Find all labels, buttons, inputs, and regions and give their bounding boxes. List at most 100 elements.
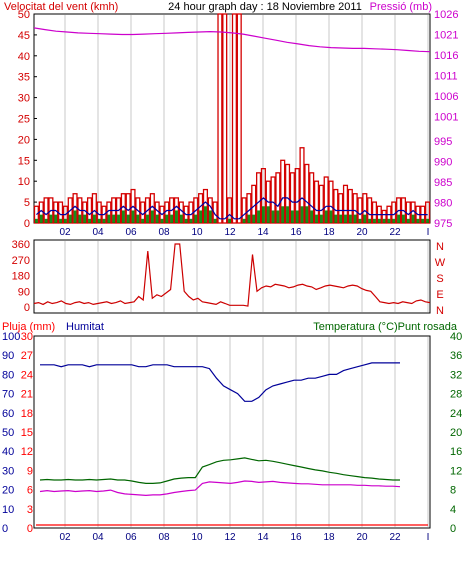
y-tick-label-direction: 90 [18,286,30,298]
y-tick-label-wind: 30 [18,93,30,105]
y-tick-label-rain: 21 [21,389,33,401]
y-tick-label-temperature: 0 [450,523,456,535]
y-tick-label-rain: 9 [27,465,33,477]
gust-bar [411,214,415,223]
y-tick-label-pressure: 985 [434,177,452,189]
y-tick-label-wind: 15 [18,155,30,167]
y-tick-label-humidity: 40 [2,446,14,458]
y-tick-label-wind: 5 [24,197,30,209]
y-tick-label-wind: 35 [18,72,30,84]
gust-bar [131,210,135,223]
gust-bar [136,214,140,223]
y-tick-label-compass: N [436,241,444,253]
y-tick-label-pressure: 990 [434,157,452,169]
y-tick-label-direction: 0 [24,302,30,314]
gust-bar [406,218,410,223]
humidity-axis-title: Humitat [66,321,104,333]
gust-bar [88,218,91,223]
gust-bar [416,218,420,223]
x-tick-label: 02 [59,532,71,543]
gust-bar [121,210,125,223]
avg-wind-line [36,197,428,220]
gust-bar [54,214,58,223]
gust-bar [97,218,101,223]
y-tick-label-rain: 12 [21,446,33,458]
y-tick-label-rain: 18 [21,408,33,420]
gust-bar [107,214,111,223]
gust-bar [150,210,154,223]
y-tick-label-compass: E [436,289,443,301]
y-tick-label-rain: 30 [21,331,33,343]
y-tick-label-pressure: 975 [434,218,452,230]
wind-bar [222,13,228,224]
gust-bar [402,214,405,223]
y-tick-label-pressure: 1001 [434,111,458,123]
y-tick-label-wind: 0 [24,218,30,230]
x-tick-label: 18 [323,532,335,543]
x-tick-label: 14 [257,532,269,543]
x-tick-label: 16 [290,227,302,238]
y-tick-label-humidity: 70 [2,389,14,401]
y-tick-label-temperature: 8 [450,485,456,497]
x-tick-label: 04 [92,532,104,543]
gust-bar [290,210,294,223]
temperature-line [39,457,400,484]
gust-bar [146,214,149,223]
gust-bar [78,214,82,223]
gust-bar [426,218,429,223]
humidity-temperature-panel: 02 04 06 08 10 12 14 16 18 20 22 I03691215182124273… [2,331,462,543]
x-tick-label: I [427,227,430,238]
gust-bar [310,210,314,223]
y-tick-label-humidity: 100 [2,331,20,343]
gust-bar [305,206,309,223]
gust-bar [165,214,169,223]
temperature-axis-title: Temperatura (°C)Punt rosada [313,321,458,333]
gust-bar [276,210,280,223]
gust-bar [247,214,251,223]
gust-bar [329,210,333,223]
gust-bar [377,218,381,223]
y-tick-label-humidity: 0 [2,523,8,535]
y-tick-label-direction: 360 [12,239,30,251]
gust-bar [363,214,367,223]
x-tick-label: 10 [191,532,203,543]
x-tick-label: 12 [224,532,236,543]
y-tick-label-compass: S [436,273,443,285]
gust-bar [266,206,270,223]
direction-line [33,243,431,307]
y-tick-label-pressure: 995 [434,136,452,148]
gust-bar [368,218,372,223]
y-tick-label-humidity: 20 [2,485,14,497]
gust-bar [35,218,38,223]
gust-bar [112,214,116,223]
y-tick-label-wind: 20 [18,134,30,146]
y-tick-label-humidity: 50 [2,427,14,439]
y-tick-label-pressure: 1026 [434,9,458,21]
y-tick-label-temperature: 36 [450,350,462,362]
y-tick-label-humidity: 80 [2,369,14,381]
gust-bar [261,206,265,223]
y-tick-label-humidity: 10 [2,504,14,516]
y-tick-label-temperature: 40 [450,331,462,343]
x-tick-label: 12 [224,227,236,238]
pressure-axis-title: Pressió (mb) [370,1,432,13]
gust-bar [179,214,183,223]
y-tick-label-rain: 6 [27,485,33,497]
x-tick-label: 10 [191,227,203,238]
y-tick-label-temperature: 28 [450,389,462,401]
gust-bar [68,214,72,223]
plot-frame [33,335,431,529]
gust-bar [73,210,77,223]
gust-bar [49,214,53,223]
y-tick-label-direction: 180 [12,271,30,283]
y-tick-label-pressure: 1006 [434,91,458,103]
plot-frame [33,239,431,314]
x-tick-label: 02 [59,227,71,238]
dewpoint-line [39,480,401,497]
x-tick-label: 14 [257,227,269,238]
wind-bar [236,13,242,224]
y-tick-label-rain: 24 [21,369,33,381]
gust-bar [344,214,347,223]
